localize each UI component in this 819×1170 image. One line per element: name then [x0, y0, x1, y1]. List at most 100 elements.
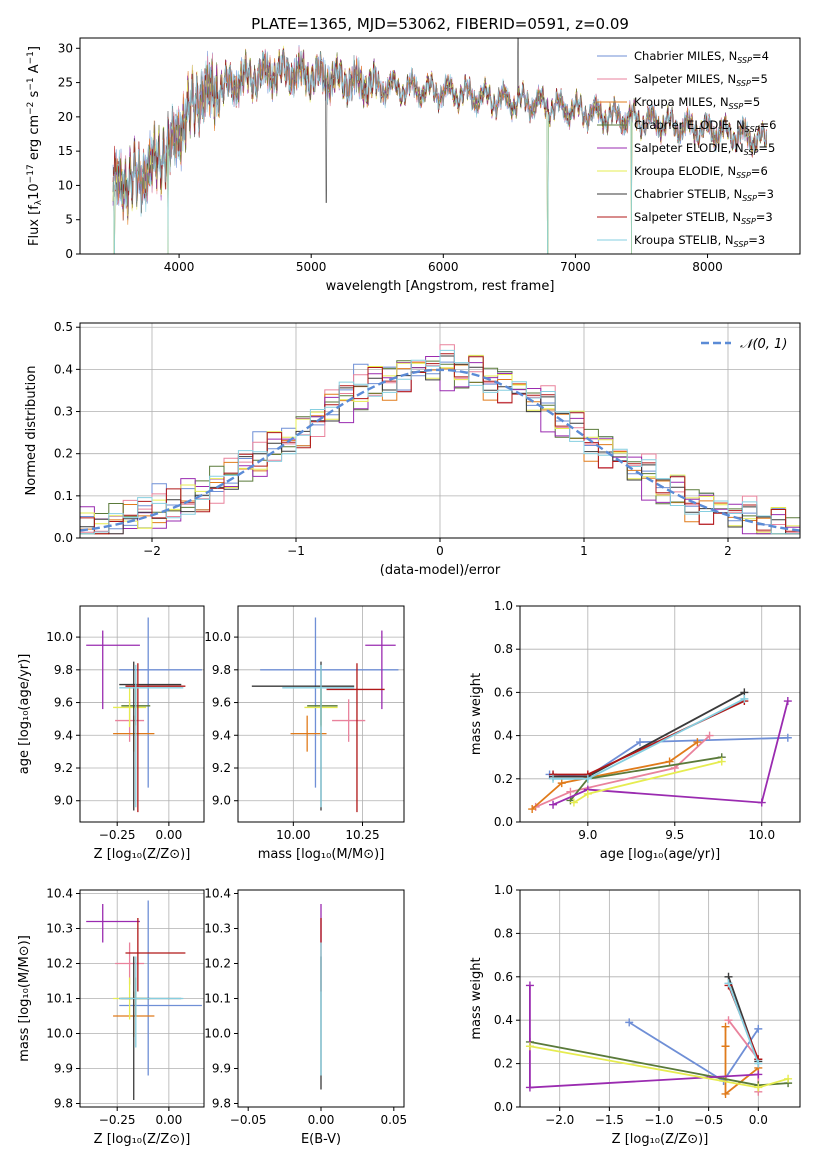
weight-marker-salpeter-elodie	[783, 697, 792, 706]
legend-n-value: 5	[753, 95, 760, 109]
weight-marker-kroupa-miles	[665, 757, 674, 766]
weight-marker-salpeter-miles	[566, 787, 575, 796]
gaussian-curve	[80, 368, 800, 532]
y-tick-label: 0.5	[54, 320, 73, 334]
errorbar-chabrier-miles	[260, 617, 399, 788]
y-tick-label: 10	[58, 178, 73, 192]
y-tick-label: 30	[58, 41, 73, 55]
y-tick-label: 0.6	[494, 685, 513, 699]
y-tick-label: 9.8	[54, 1097, 73, 1111]
errorbar-kroupa-stelib	[282, 664, 355, 808]
errorbar-chabrier-stelib	[119, 956, 182, 1100]
figure-title: PLATE=1365, MJD=53062, FIBERID=0591, z=0…	[251, 15, 629, 33]
weight-marker-chabrier-miles	[754, 1024, 763, 1033]
x-axis-label: Z [log₁₀(Z/Z⊙)]	[612, 1132, 709, 1147]
errorbar-salpeter-stelib	[326, 663, 385, 813]
legend-n-value: 3	[758, 233, 765, 247]
y-axis-label-part: −1	[26, 77, 36, 90]
weight-marker-salpeter-elodie	[525, 1083, 534, 1092]
y-tick-label: 0.4	[494, 729, 513, 743]
legend-n: =	[758, 141, 768, 155]
x-tick-label: −0.25	[99, 828, 136, 842]
y-tick-label: 0.0	[54, 531, 73, 545]
y-axis-label: mass weight	[469, 673, 484, 755]
legend-entry: Kroupa ELODIE, NSSP=6	[634, 164, 768, 180]
legend-entry: Chabrier STELIB, NSSP=3	[634, 187, 774, 203]
y-tick-label: 10.0	[46, 630, 73, 644]
y-tick-label: 0.0	[494, 815, 513, 829]
y-tick-label: 9.2	[54, 761, 73, 775]
y-tick-label: 0.1	[54, 489, 73, 503]
x-tick-label: 7000	[560, 260, 591, 274]
weight-marker-chabrier-miles	[625, 1018, 634, 1027]
y-tick-label: 0	[65, 247, 73, 261]
plot-frame	[79, 605, 205, 823]
legend-label: Chabrier STELIB, N	[634, 187, 742, 201]
y-tick-label: 9.2	[212, 761, 231, 775]
y-tick-label: 10.3	[204, 922, 231, 936]
x-axis-label: E(B-V)	[301, 1132, 341, 1147]
weight-line-kroupa-miles	[724, 1026, 759, 1096]
y-axis-label-part: ]	[27, 46, 42, 51]
y-tick-label: 9.0	[212, 794, 231, 808]
y-tick-label: 10.2	[204, 957, 231, 971]
y-tick-label: 9.6	[212, 696, 231, 710]
y-axis-label-part: Flux [f	[27, 205, 42, 246]
weight-marker-salpeter-elodie	[754, 1070, 763, 1079]
legend-entry: Kroupa STELIB, NSSP=3	[634, 233, 765, 249]
weight-marker-kroupa-miles	[721, 1042, 730, 1051]
y-tick-label: 0.4	[54, 362, 73, 376]
weight-marker-kroupa-elodie	[569, 798, 578, 807]
y-tick-label: 10.0	[204, 630, 231, 644]
mass-vs-ebv-plot: −0.05 0.00 0.05 9.8 9.9 10.0 10.1 10.2 10.3 10.4 E…	[204, 887, 407, 1148]
x-tick-label: 4000	[164, 260, 195, 274]
weight-marker-kroupa-stelib	[754, 1059, 763, 1068]
x-tick-label: 10.00	[276, 828, 310, 842]
y-tick-label: 10.2	[46, 957, 73, 971]
errorbar-salpeter-elodie	[365, 630, 396, 710]
legend-n: =	[751, 72, 761, 86]
y-tick-label: 9.8	[212, 1097, 231, 1111]
y-tick-label: 1.0	[494, 883, 513, 897]
legend-entry: Salpeter ELODIE, NSSP=5	[634, 141, 775, 157]
weight-marker-kroupa-stelib	[740, 694, 749, 703]
y-tick-label: 9.9	[212, 1062, 231, 1076]
legend-n-value: 3	[765, 210, 772, 224]
y-tick-label: 5	[65, 213, 73, 227]
legend-n-value: 3	[767, 187, 774, 201]
weight-lines	[525, 972, 793, 1098]
y-axis-label-part: −1	[26, 51, 36, 64]
x-tick-label: 10.25	[345, 828, 379, 842]
legend-label: Salpeter MILES, N	[634, 72, 736, 86]
y-tick-label: 10.4	[46, 887, 73, 901]
weight-marker-chabrier-miles	[636, 738, 644, 747]
y-axis-label-part: λ	[34, 199, 44, 205]
y-axis-label-part: s	[27, 90, 42, 101]
weight-marker-salpeter-elodie	[549, 800, 558, 809]
errorbar-salpeter-stelib	[125, 663, 186, 813]
plot-frame	[79, 889, 205, 1108]
weight-line-kroupa-elodie	[573, 760, 722, 804]
errorbar-chabrier-miles	[119, 617, 202, 788]
y-axis-label: Flux [fλ10−17 erg cm−2 s−1 A−1]	[26, 46, 44, 246]
y-tick-label: 0.6	[494, 970, 513, 984]
weight-marker-salpeter-elodie	[757, 798, 766, 807]
y-tick-label: 9.0	[54, 794, 73, 808]
legend-n: =	[752, 49, 762, 63]
plot-frame	[519, 889, 801, 1108]
y-tick-label: 10.0	[46, 1027, 73, 1041]
weight-marker-kroupa-elodie	[717, 757, 726, 766]
x-tick-label: −0.5	[694, 1113, 723, 1127]
x-tick-label: −2.0	[545, 1113, 574, 1127]
x-tick-label: −0.05	[230, 1113, 267, 1127]
legend-label: Kroupa ELODIE, N	[634, 164, 736, 178]
x-tick-label: −1	[287, 544, 305, 558]
x-axis-label: mass [log₁₀(M/M⊙)]	[258, 847, 385, 862]
x-tick-label: 6000	[428, 260, 459, 274]
legend-subscript: SSP	[729, 102, 744, 111]
legend-subscript: SSP	[736, 79, 751, 88]
weight-marker-kroupa-stelib	[724, 979, 733, 988]
y-tick-label: 0.0	[494, 1100, 513, 1114]
weight-line-kroupa-stelib	[727, 982, 760, 1064]
